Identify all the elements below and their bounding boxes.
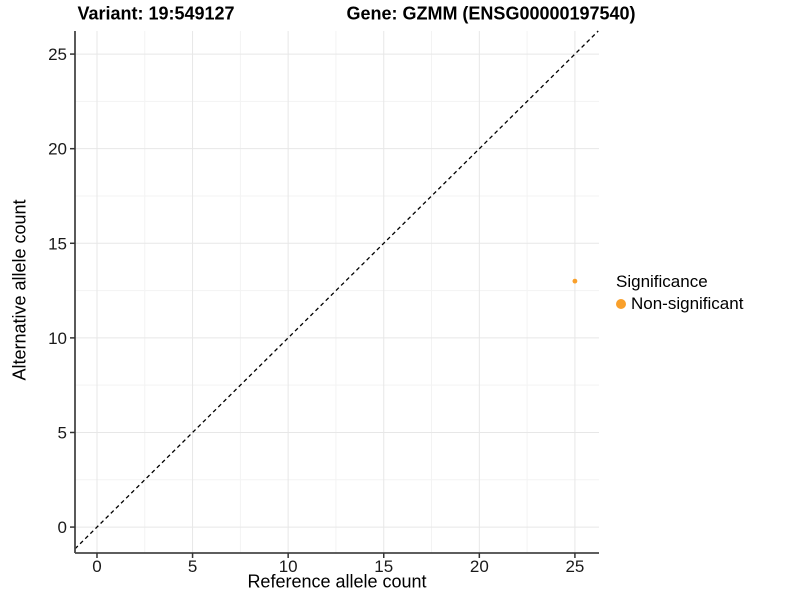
y-tick-label: 15 <box>48 234 67 253</box>
plot-title-variant: Variant: 19:549127 <box>77 3 235 24</box>
legend: Significance Non-significant <box>616 272 743 313</box>
data-point <box>572 278 578 284</box>
y-tick-label: 20 <box>48 140 67 159</box>
y-tick-label: 0 <box>58 518 67 537</box>
x-tick-label: 0 <box>92 557 101 576</box>
legend-title: Significance <box>616 272 708 291</box>
x-tick-label: 20 <box>470 557 489 576</box>
x-tick-label: 25 <box>565 557 584 576</box>
legend-point-icon <box>616 298 626 309</box>
y-tick-label: 5 <box>58 423 67 442</box>
identity-reference-line <box>74 30 599 550</box>
y-tick-label: 25 <box>48 45 67 64</box>
plot-title-gene: Gene: GZMM (ENSG00000197540) <box>346 3 636 24</box>
y-tick-label: 10 <box>48 329 67 348</box>
x-tick-label: 15 <box>374 557 393 576</box>
x-tick-label: 10 <box>279 557 298 576</box>
x-tick-label: 5 <box>188 557 197 576</box>
x-axis-title: Reference allele count <box>247 571 427 592</box>
legend-item-label: Non-significant <box>631 294 744 313</box>
legend-item-non-significant: Non-significant <box>616 294 743 313</box>
y-axis-title: Alternative allele count <box>9 199 30 381</box>
